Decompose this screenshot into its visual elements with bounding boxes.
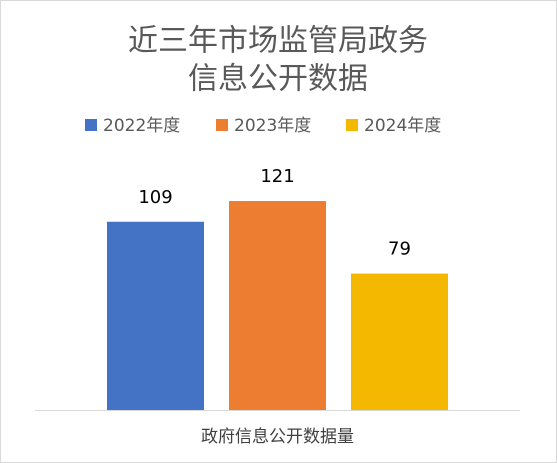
legend-label: 2022年度: [103, 116, 180, 136]
data-label: 79: [388, 239, 411, 260]
chart-title: 近三年市场监管局政务: [128, 24, 428, 59]
data-label: 121: [260, 166, 294, 187]
chart-title: 信息公开数据: [188, 62, 368, 97]
x-tick-label: 政府信息公开数据量: [201, 427, 354, 447]
bar: [351, 273, 448, 410]
legend-swatch: [216, 119, 228, 131]
legend-swatch: [346, 119, 358, 131]
data-label: 109: [138, 187, 172, 208]
legend-label: 2023年度: [234, 116, 311, 136]
bar: [229, 201, 326, 410]
bar: [107, 221, 204, 410]
legend-label: 2024年度: [364, 116, 441, 136]
legend-swatch: [85, 119, 97, 131]
